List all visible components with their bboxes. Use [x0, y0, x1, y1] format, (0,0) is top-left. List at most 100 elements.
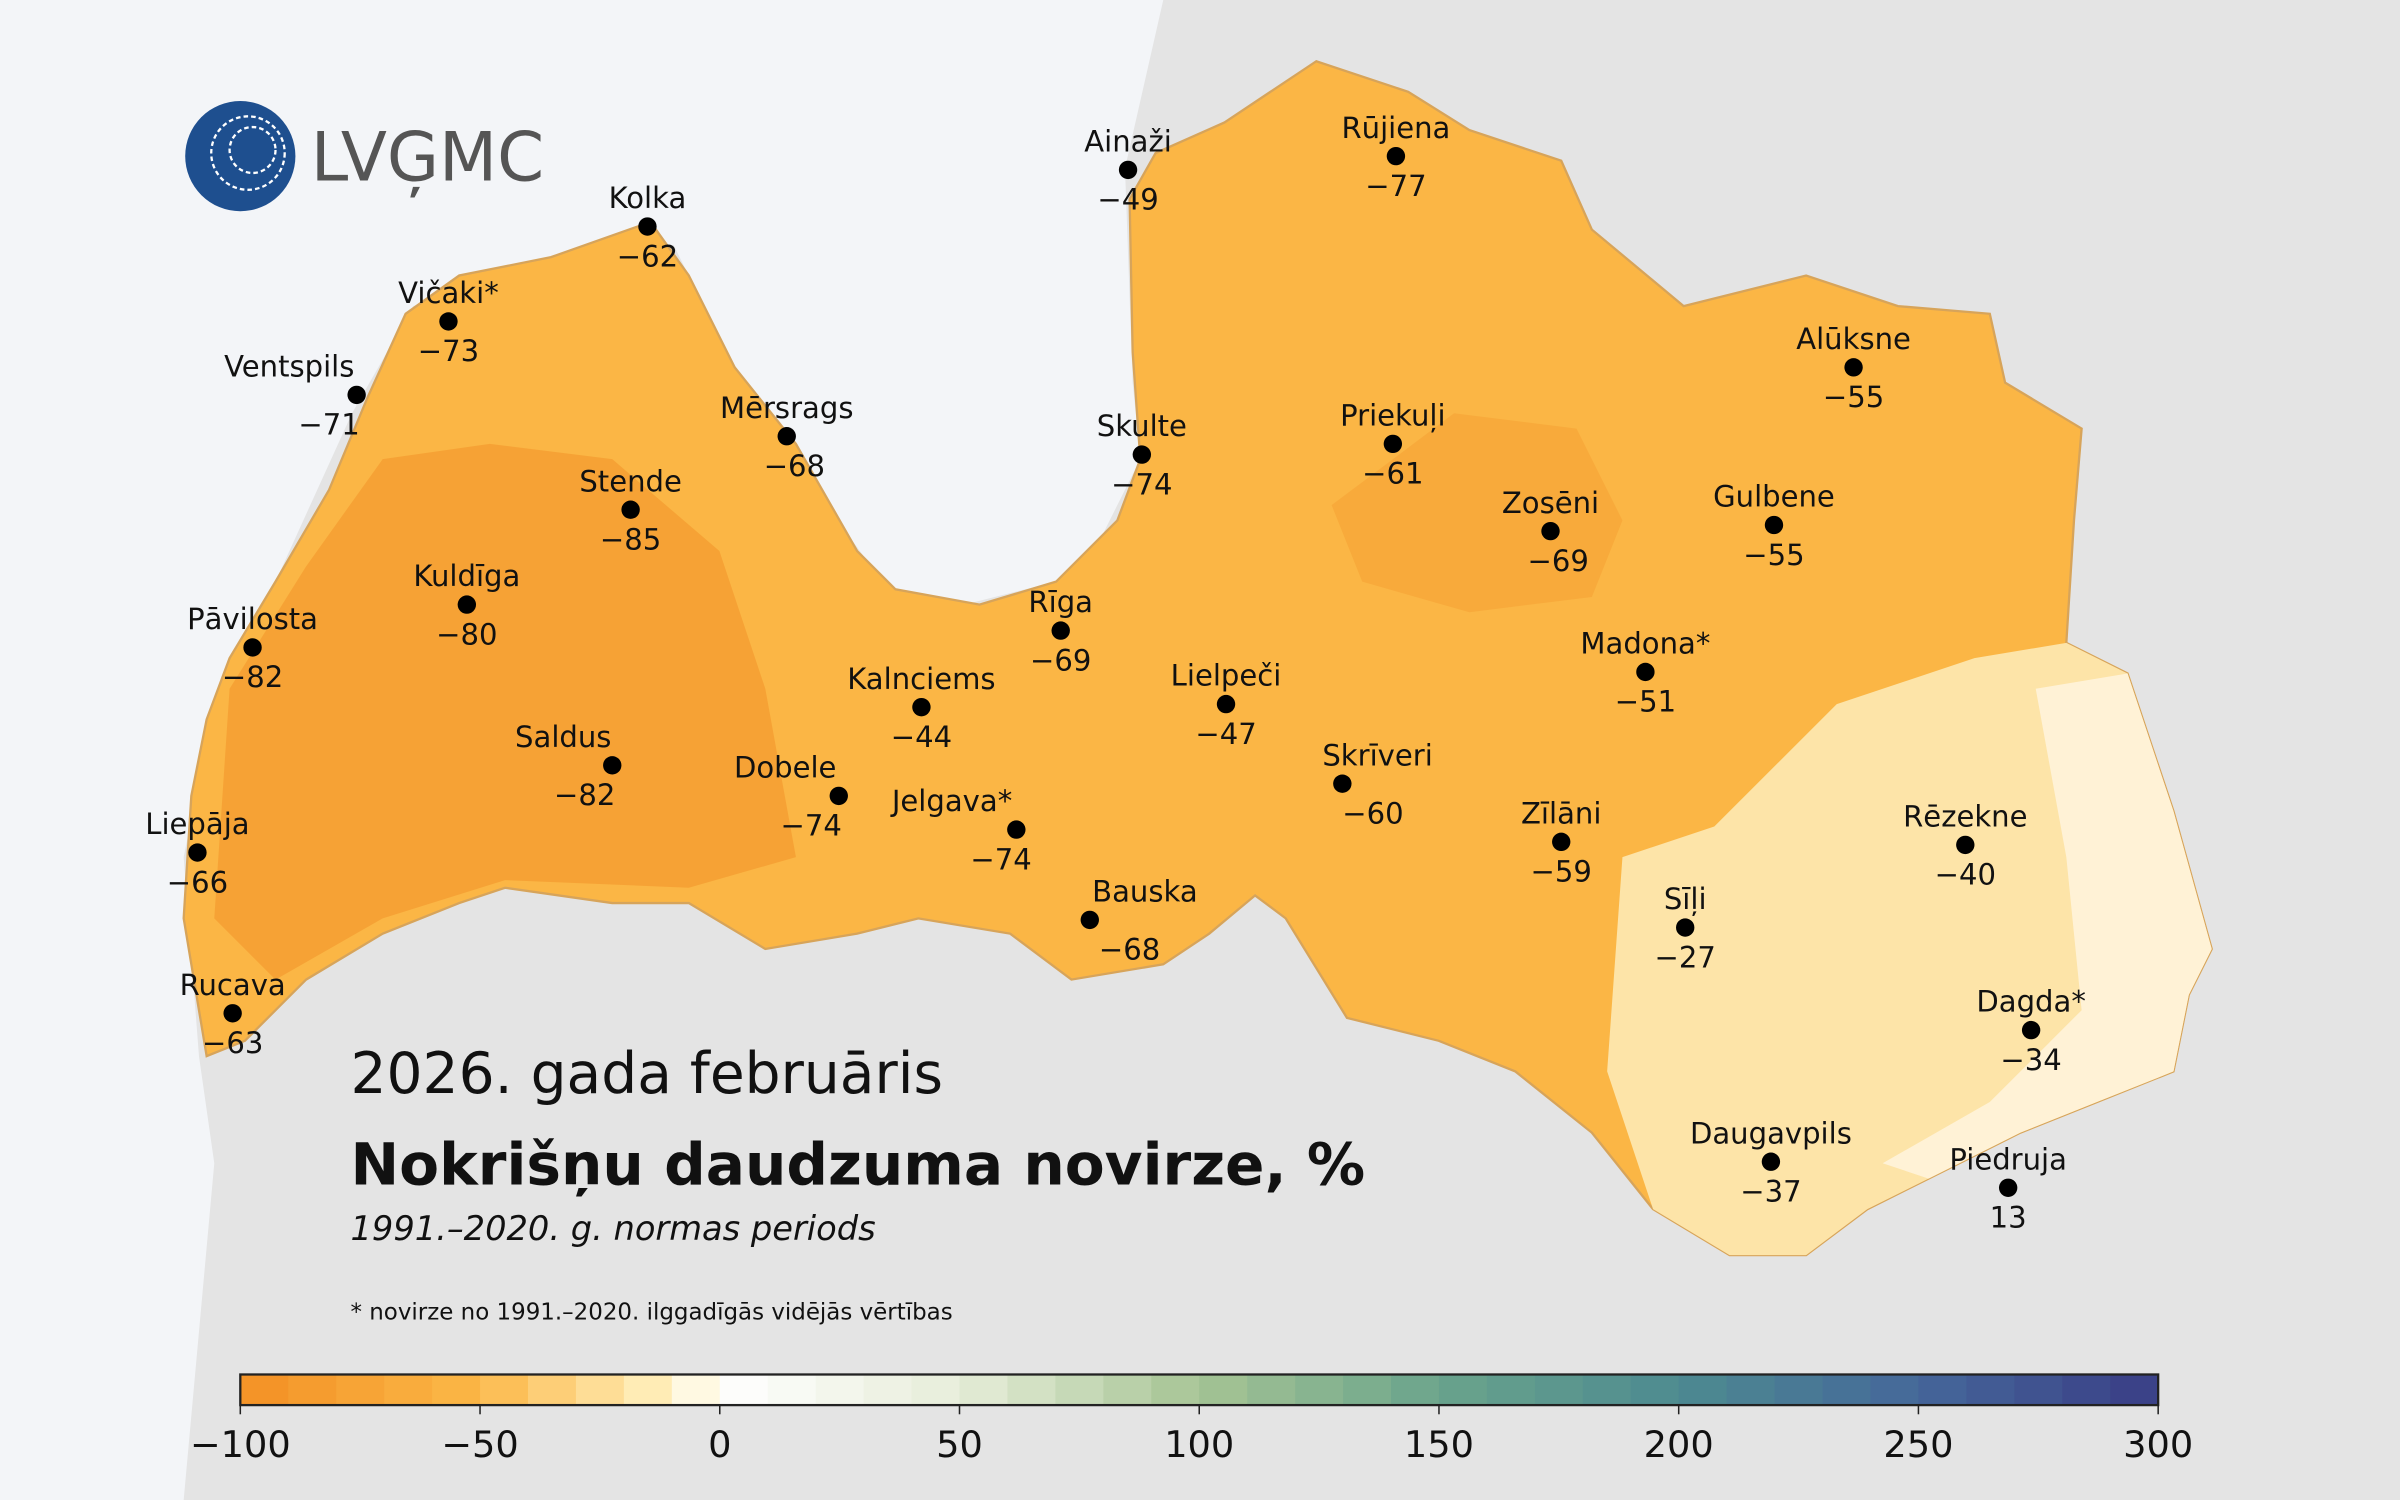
station-dot — [638, 217, 657, 236]
station-name: Jelgava* — [890, 784, 1012, 818]
colorbar-bin — [1534, 1374, 1584, 1406]
footnote: * novirze no 1991.–2020. ilggadīgās vidē… — [351, 1299, 953, 1325]
logo-ring — [228, 125, 277, 175]
station-name: Madona* — [1580, 627, 1710, 661]
colorbar-bin — [1678, 1374, 1728, 1406]
station-value: −85 — [600, 522, 661, 556]
colorbar-bin — [527, 1374, 577, 1406]
colorbar-bin — [1774, 1374, 1824, 1406]
colorbar-bin — [1582, 1374, 1632, 1406]
station-value: −77 — [1365, 169, 1426, 203]
station-value: −69 — [1527, 544, 1588, 578]
colorbar-bin — [575, 1374, 625, 1406]
station-name: Rīga — [1028, 585, 1093, 619]
colorbar-bin — [432, 1374, 481, 1406]
station-name: Daugavpils — [1690, 1116, 1852, 1150]
station-value: −44 — [891, 720, 952, 754]
title: 2026. gada februāris — [351, 1041, 944, 1107]
colorbar-bin — [384, 1374, 433, 1406]
station-dot — [1080, 910, 1099, 930]
station-name: Piedruja — [1949, 1142, 2067, 1176]
station-name: Kuldīga — [413, 559, 520, 593]
station-name: Ainaži — [1084, 125, 1172, 159]
station-dot — [1552, 832, 1571, 852]
colorbar-bin — [1630, 1374, 1680, 1406]
station-name: Mērsrags — [720, 391, 853, 425]
colorbar-bin — [1438, 1374, 1488, 1406]
station-name: Dagda* — [1976, 985, 2085, 1019]
station-value: −73 — [418, 334, 479, 368]
colorbar-bin — [911, 1374, 961, 1406]
colorbar-bin — [1870, 1374, 1920, 1406]
station-value: −68 — [764, 449, 825, 483]
colorbar-tick-label: −100 — [190, 1423, 291, 1466]
station-dot — [912, 697, 931, 717]
station-name: Zosēni — [1502, 486, 1599, 520]
logo-ring — [210, 115, 286, 191]
station-name: Kalnciems — [847, 662, 995, 696]
station-value: −82 — [554, 778, 615, 812]
period: 1991.–2020. g. normas periods — [351, 1209, 876, 1248]
station-name: Rūjiena — [1341, 111, 1450, 145]
colorbar-bin — [1151, 1374, 1200, 1406]
station-name: Gulbene — [1713, 480, 1835, 514]
dry-area-west — [214, 443, 796, 980]
dry-area-east — [1331, 413, 1623, 613]
station-dot — [1761, 1152, 1781, 1171]
station-dot — [1844, 358, 1863, 377]
station-value: −82 — [222, 660, 283, 694]
colorbar — [240, 1374, 2159, 1406]
station-value: −55 — [1743, 538, 1804, 572]
colorbar-tick-label: 0 — [708, 1423, 731, 1466]
colorbar-bin — [1007, 1374, 1057, 1406]
station-name: Rucava — [180, 968, 286, 1002]
station-name: Saldus — [515, 720, 611, 754]
colorbar-tick-label: 250 — [1883, 1423, 1953, 1466]
station-value: −68 — [1099, 933, 1160, 967]
station-name: Rēzekne — [1903, 800, 2027, 834]
colorbar-bin — [1726, 1374, 1776, 1406]
colorbar-bin — [2014, 1374, 2064, 1406]
station-value: −71 — [298, 408, 359, 442]
colorbar-bin — [1343, 1374, 1392, 1406]
colorbar-tick-label: 300 — [2123, 1423, 2193, 1466]
colorbar-bin — [1055, 1374, 1105, 1406]
colorbar-bin — [815, 1374, 865, 1406]
station-value: −55 — [1823, 380, 1884, 414]
colorbar-tick-label: 150 — [1404, 1423, 1474, 1466]
station-value: −51 — [1615, 685, 1676, 719]
station-name: Priekuļi — [1340, 399, 1445, 433]
station-dot — [188, 843, 207, 862]
station-dot — [2021, 1020, 2041, 1040]
station-dot — [829, 786, 848, 806]
colorbar-bin — [336, 1374, 385, 1406]
station-value: −40 — [1935, 858, 1996, 892]
station-value: −80 — [436, 617, 497, 651]
station-dot — [1998, 1178, 2018, 1197]
colorbar-bin — [767, 1374, 817, 1406]
station-value: −27 — [1655, 940, 1716, 974]
station-dot — [1764, 515, 1784, 535]
station-value: −63 — [202, 1026, 263, 1060]
station-dot — [1956, 835, 1975, 855]
station-dot — [1636, 662, 1655, 682]
station-dot — [243, 638, 262, 657]
colorbar-bin — [671, 1374, 721, 1406]
station-dot — [1541, 521, 1560, 541]
wettest-area — [1882, 673, 2212, 1179]
station-value: −47 — [1195, 717, 1256, 751]
station-value: −37 — [1740, 1175, 1801, 1209]
station-value: −74 — [781, 809, 842, 843]
station-value: −74 — [1111, 467, 1172, 501]
colorbar-bin — [1247, 1374, 1296, 1406]
station-name: Dobele — [734, 751, 837, 785]
subtitle: Nokrišņu daudzuma novirze, % — [351, 1131, 1366, 1199]
colorbar-bin — [1103, 1374, 1153, 1406]
station-dot — [457, 595, 477, 614]
colorbar-bin — [2062, 1374, 2111, 1406]
colorbar-bin — [1918, 1374, 1968, 1406]
logo-icon — [185, 101, 296, 212]
colorbar-bin — [623, 1374, 673, 1406]
